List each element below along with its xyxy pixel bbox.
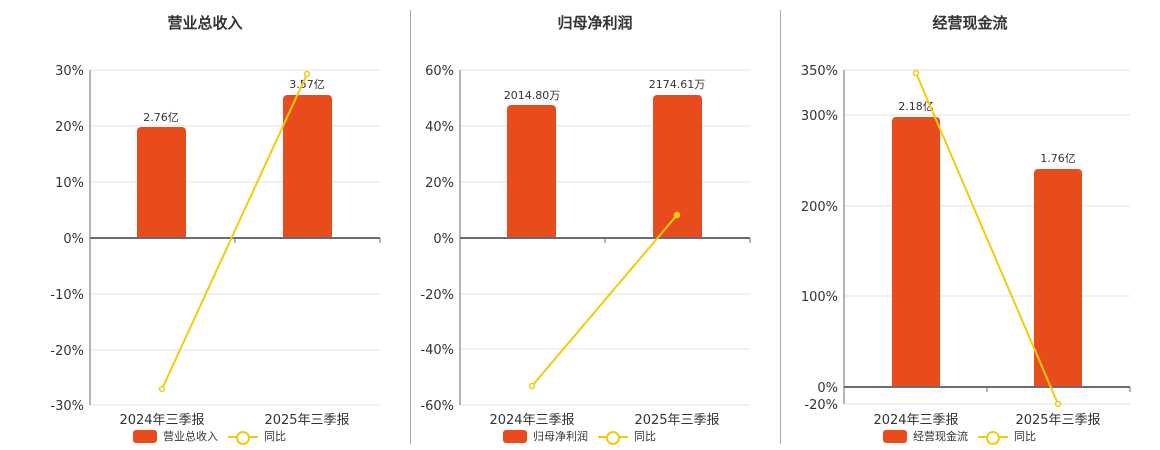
chart-panel-net-profit: 归母净利润 60% 40% 20% 0% -20% -40% -60% 2014… [410,0,780,450]
legend-line-icon[interactable] [598,430,628,445]
y-tick: 350% [801,64,838,79]
legend: 归母净利润 同比 [503,428,656,445]
bar[interactable] [137,127,186,238]
yoy-line [161,73,308,390]
y-tick: 0% [433,232,454,247]
legend: 营业总收入 同比 [133,428,286,445]
y-tick: 100% [801,290,838,305]
x-tick: 2025年三季报 [1015,413,1100,428]
y-tick: -20% [50,344,84,359]
y-tick: 20% [425,176,454,191]
chart-title: 归母净利润 [557,14,633,32]
bar-value-label: 1.76亿 [1040,152,1076,165]
chart-panel-revenue: 营业总收入 30% 20% 10% 0% -10% -20% -30% 2.76… [0,0,410,450]
legend-line-icon[interactable] [978,430,1008,445]
bar-value-label: 2.18亿 [898,100,934,113]
x-tick: 2024年三季报 [119,413,204,428]
yoy-point[interactable] [158,385,166,393]
y-tick: -10% [50,288,84,303]
y-tick: -20% [420,288,454,303]
legend-bar-label[interactable]: 营业总收入 [163,430,218,443]
chart-title: 营业总收入 [167,14,243,32]
bar[interactable] [892,117,940,387]
y-tick: 300% [801,109,838,124]
yoy-point[interactable] [303,70,311,78]
bar-value-label: 2.76亿 [143,111,179,124]
y-tick: -40% [420,343,454,358]
legend-bar-swatch[interactable] [133,429,157,443]
y-tick: 40% [425,120,454,135]
legend-bar-swatch[interactable] [883,429,907,443]
yoy-line [531,214,678,387]
bar-value-label: 3.57亿 [289,78,325,91]
yoy-point[interactable] [1054,400,1062,408]
yoy-point[interactable] [528,382,536,390]
divider [410,10,411,444]
legend-line-label[interactable]: 同比 [264,430,286,443]
y-tick: 20% [55,120,84,135]
y-tick: 60% [425,64,454,79]
yoy-point[interactable] [912,69,920,77]
bar-value-label: 2014.80万 [504,89,561,102]
bar-value-label: 2174.61万 [649,78,706,91]
y-tick: -30% [50,399,84,414]
y-tick: 0% [817,381,838,396]
grid-lines [844,69,1130,405]
bar[interactable] [283,95,332,238]
legend-line-label[interactable]: 同比 [1014,430,1036,443]
legend-line-label[interactable]: 同比 [634,430,656,443]
bar[interactable] [507,105,556,238]
y-tick: 10% [55,176,84,191]
chart-plot: 30% 20% 10% 0% -10% -20% -30% 2.76亿 3.57… [50,64,381,428]
chart-plot: 60% 40% 20% 0% -20% -40% -60% 2014.80万 2… [420,64,751,428]
chart-title: 经营现金流 [932,14,1008,32]
yoy-line [915,72,1059,405]
legend-bar-label[interactable]: 经营现金流 [913,430,968,443]
divider [780,10,781,444]
x-tick: 2024年三季报 [873,413,958,428]
yoy-point[interactable] [673,211,681,219]
legend-bar-label[interactable]: 归母净利润 [533,430,588,443]
y-tick: 0% [63,232,84,247]
chart-panel-operating-cash-flow: 经营现金流 350% 300% 200% 100% 0% -20% 2.18亿 … [780,0,1160,450]
bar[interactable] [653,95,702,238]
chart-plot: 350% 300% 200% 100% 0% -20% 2.18亿 1.76亿 … [801,64,1131,428]
x-tick: 2025年三季报 [264,413,349,428]
y-tick: -20% [804,398,838,413]
x-tick: 2024年三季报 [489,413,574,428]
x-tick: 2025年三季报 [634,413,719,428]
legend-bar-swatch[interactable] [503,429,527,443]
y-tick: 30% [55,64,84,79]
y-tick: -60% [420,399,454,414]
legend: 经营现金流 同比 [883,428,1036,445]
y-tick: 200% [801,200,838,215]
bar[interactable] [1034,169,1082,387]
legend-line-icon[interactable] [228,430,258,445]
